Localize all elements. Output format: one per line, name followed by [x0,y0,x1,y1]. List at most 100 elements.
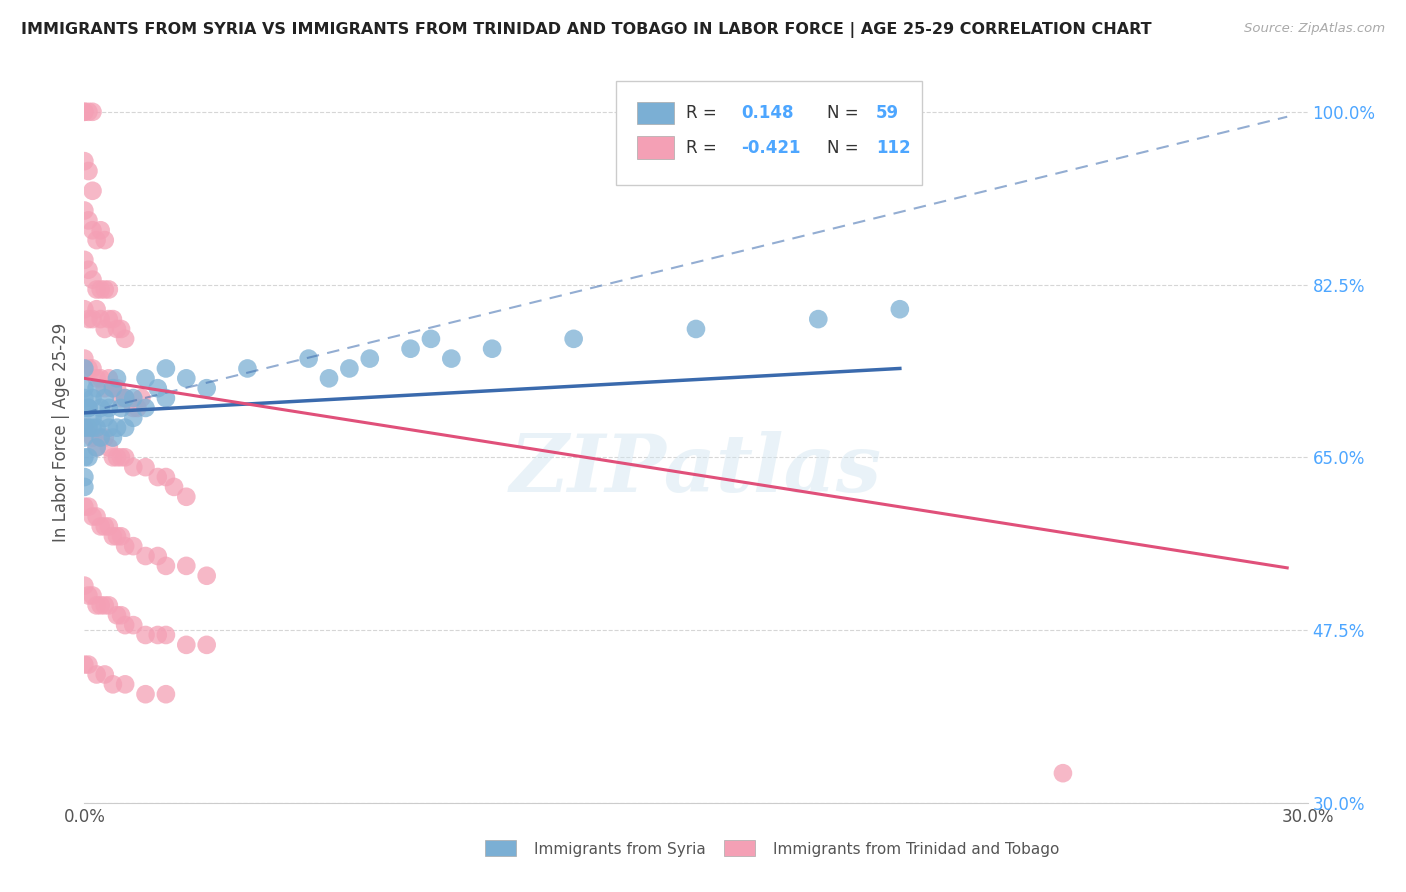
Point [122,401,145,415]
Point [73,420,96,434]
Point [77,401,100,415]
Point [86,420,108,434]
Point [73,480,96,494]
Point [93,410,115,425]
Point [97,599,120,613]
Point [195,638,218,652]
Point [73,450,96,465]
Point [105,608,128,623]
Point [82,312,104,326]
Point [110,391,132,405]
Text: 59: 59 [876,103,898,122]
Point [73,579,96,593]
Point [73,470,96,484]
Point [114,450,136,465]
Point [90,431,112,445]
FancyBboxPatch shape [616,81,922,185]
Point [82,410,104,425]
Point [155,628,177,642]
Point [77,262,100,277]
Point [420,332,443,346]
Point [73,302,96,317]
Point [105,450,128,465]
Point [195,568,218,582]
Point [101,529,124,543]
Point [97,371,120,385]
Point [82,420,104,434]
Point [135,371,157,385]
Point [122,539,145,553]
Point [77,401,100,415]
Text: 112: 112 [876,138,911,157]
Point [146,470,169,484]
Point [114,539,136,553]
Point [101,450,124,465]
Point [101,381,124,395]
Point [101,677,124,691]
Point [135,687,157,701]
Point [481,342,503,356]
Point [114,391,136,405]
Point [236,361,259,376]
Point [93,599,115,613]
Point [82,361,104,376]
Point [122,391,145,405]
Point [77,420,100,434]
Point [82,391,104,405]
Point [127,401,149,415]
Point [73,420,96,434]
Point [105,371,128,385]
Point [114,391,136,405]
Text: ZIPatlas: ZIPatlas [510,431,882,508]
Point [399,342,422,356]
Point [86,302,108,317]
Point [146,381,169,395]
Point [77,450,100,465]
Point [90,401,112,415]
Point [135,460,157,475]
Point [110,529,132,543]
Text: -0.421: -0.421 [741,138,801,157]
Point [90,223,112,237]
Point [110,322,132,336]
Point [82,184,104,198]
Point [105,529,128,543]
Text: Immigrants from Trinidad and Tobago: Immigrants from Trinidad and Tobago [773,842,1060,856]
Point [77,164,100,178]
Text: N =: N = [827,138,859,157]
Point [135,401,157,415]
Point [195,381,218,395]
Point [105,381,128,395]
Point [73,154,96,169]
Point [298,351,321,366]
Point [86,283,108,297]
Point [73,431,96,445]
Text: 0.148: 0.148 [741,103,794,122]
Point [114,618,136,632]
Point [318,371,340,385]
Point [86,381,108,395]
Point [93,431,115,445]
Point [77,312,100,326]
Text: N =: N = [827,103,859,122]
Point [77,500,100,514]
Point [146,628,169,642]
Text: Source: ZipAtlas.com: Source: ZipAtlas.com [1244,22,1385,36]
Point [174,371,197,385]
Point [77,361,100,376]
Point [97,401,120,415]
Point [73,104,96,119]
Point [73,657,96,672]
Point [155,470,177,484]
Point [77,104,100,119]
Point [359,351,381,366]
Point [86,509,108,524]
Point [135,549,157,563]
Text: IMMIGRANTS FROM SYRIA VS IMMIGRANTS FROM TRINIDAD AND TOBAGO IN LABOR FORCE | AG: IMMIGRANTS FROM SYRIA VS IMMIGRANTS FROM… [21,22,1152,38]
Point [86,233,108,247]
Point [73,500,96,514]
Point [82,589,104,603]
Point [90,431,112,445]
Text: R =: R = [686,103,717,122]
FancyBboxPatch shape [637,102,673,124]
